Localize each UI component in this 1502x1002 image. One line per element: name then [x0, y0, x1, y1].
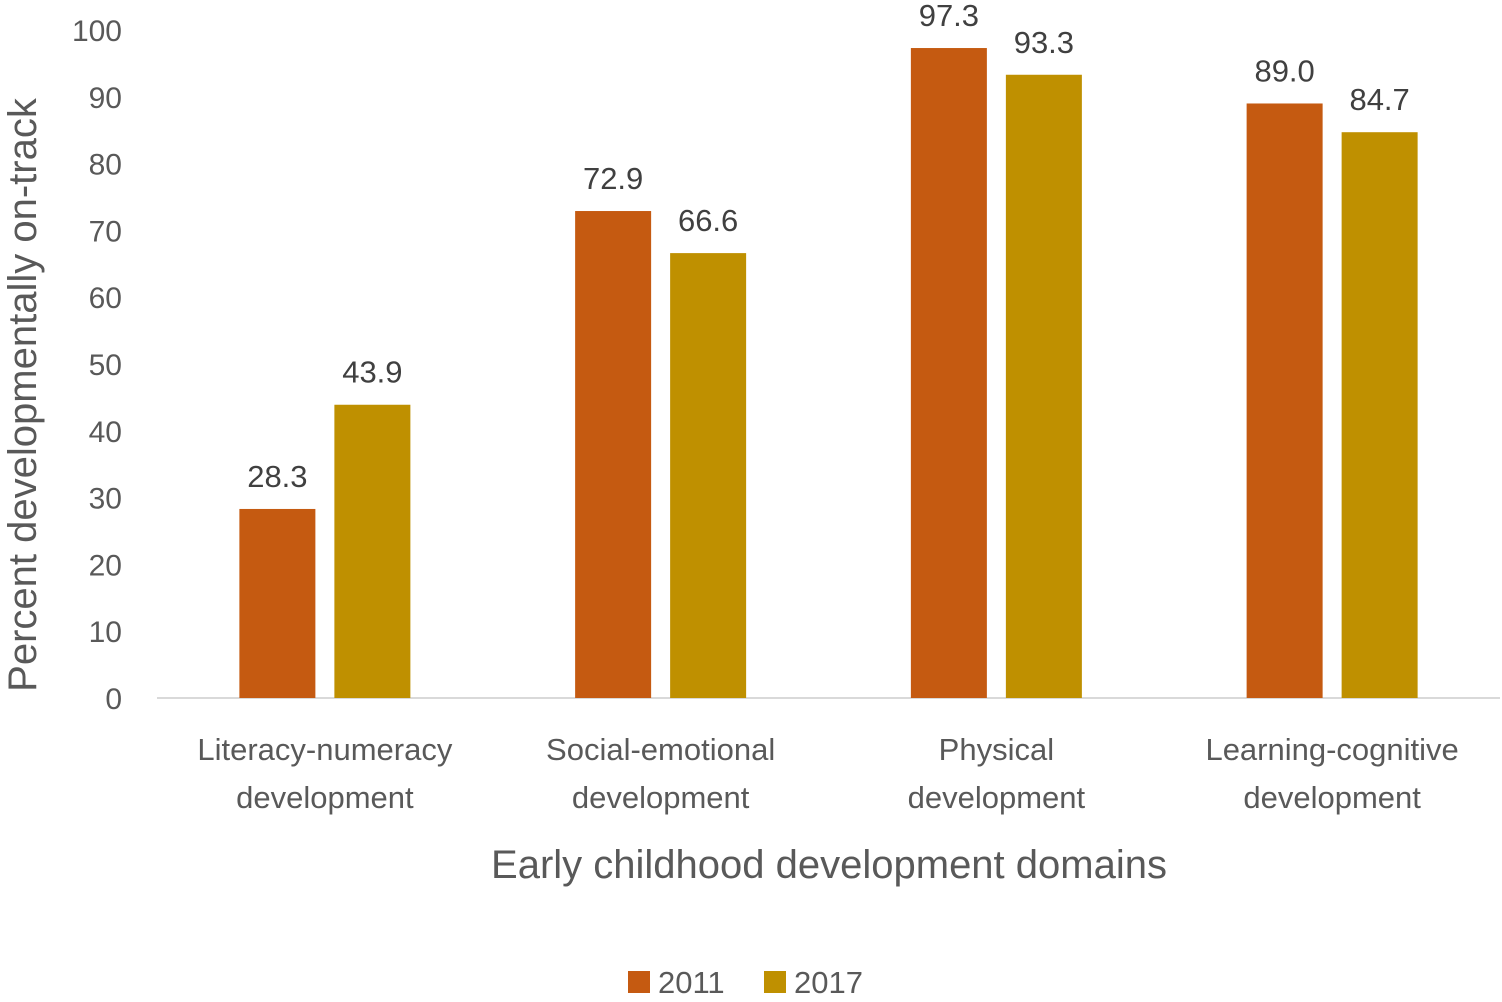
data-label: 72.9	[583, 161, 643, 196]
x-category-label: Physical	[939, 732, 1054, 767]
y-tick-label: 40	[89, 416, 122, 449]
y-tick-label: 50	[89, 349, 122, 382]
bar-2017	[334, 404, 411, 698]
legend-label-2011: 2011	[658, 965, 725, 997]
data-label: 97.3	[919, 0, 979, 33]
bars	[239, 48, 1418, 699]
x-category-label: Literacy-numeracy	[197, 732, 452, 767]
bar-2017	[1341, 132, 1418, 699]
y-tick-label: 20	[89, 549, 122, 582]
bar-2017	[1005, 74, 1082, 699]
data-label: 28.3	[247, 459, 307, 494]
legend-swatch-2011	[628, 971, 650, 993]
bar-2011	[910, 48, 987, 698]
x-category-label: Social-emotional	[546, 732, 775, 767]
y-tick-label: 70	[89, 215, 122, 248]
data-label: 66.6	[678, 203, 738, 238]
x-category-label: development	[908, 780, 1086, 815]
y-axis-title: Percent developmentally on-track	[1, 97, 45, 692]
y-tick-label: 80	[89, 149, 122, 182]
data-label: 89.0	[1254, 53, 1314, 88]
y-tick-label: 60	[89, 282, 122, 315]
y-tick-label: 10	[89, 616, 122, 649]
x-axis-title: Early childhood development domains	[491, 843, 1167, 887]
legend-swatch-2017	[764, 971, 786, 993]
x-category-label: development	[1243, 780, 1421, 815]
legend: 2011 2017	[628, 965, 863, 1000]
legend-label-2017: 2017	[794, 965, 863, 997]
bar-2011	[239, 508, 316, 698]
data-label: 84.7	[1349, 82, 1409, 117]
x-category-label: Learning-cognitive	[1205, 732, 1458, 767]
y-tick-label: 0	[105, 683, 122, 716]
y-axis-ticks: 0 10 20 30 40 50 60 70 80 90 100	[72, 15, 122, 716]
bar-2017	[670, 253, 747, 698]
y-tick-label: 100	[72, 15, 122, 48]
bar-2011	[1246, 103, 1323, 699]
x-category-label: development	[572, 780, 750, 815]
data-label: 43.9	[342, 355, 402, 390]
y-tick-label: 30	[89, 483, 122, 516]
y-tick-label: 90	[89, 82, 122, 115]
x-category-label: development	[236, 780, 414, 815]
bar-2011	[575, 211, 652, 698]
data-label: 93.3	[1014, 25, 1074, 60]
data-labels: 28.3 43.9 72.9 66.6 97.3 93.3 89.0 84.7	[247, 0, 1410, 494]
x-axis-category-labels: Literacy-numeracy development Social-emoti…	[197, 732, 1458, 815]
